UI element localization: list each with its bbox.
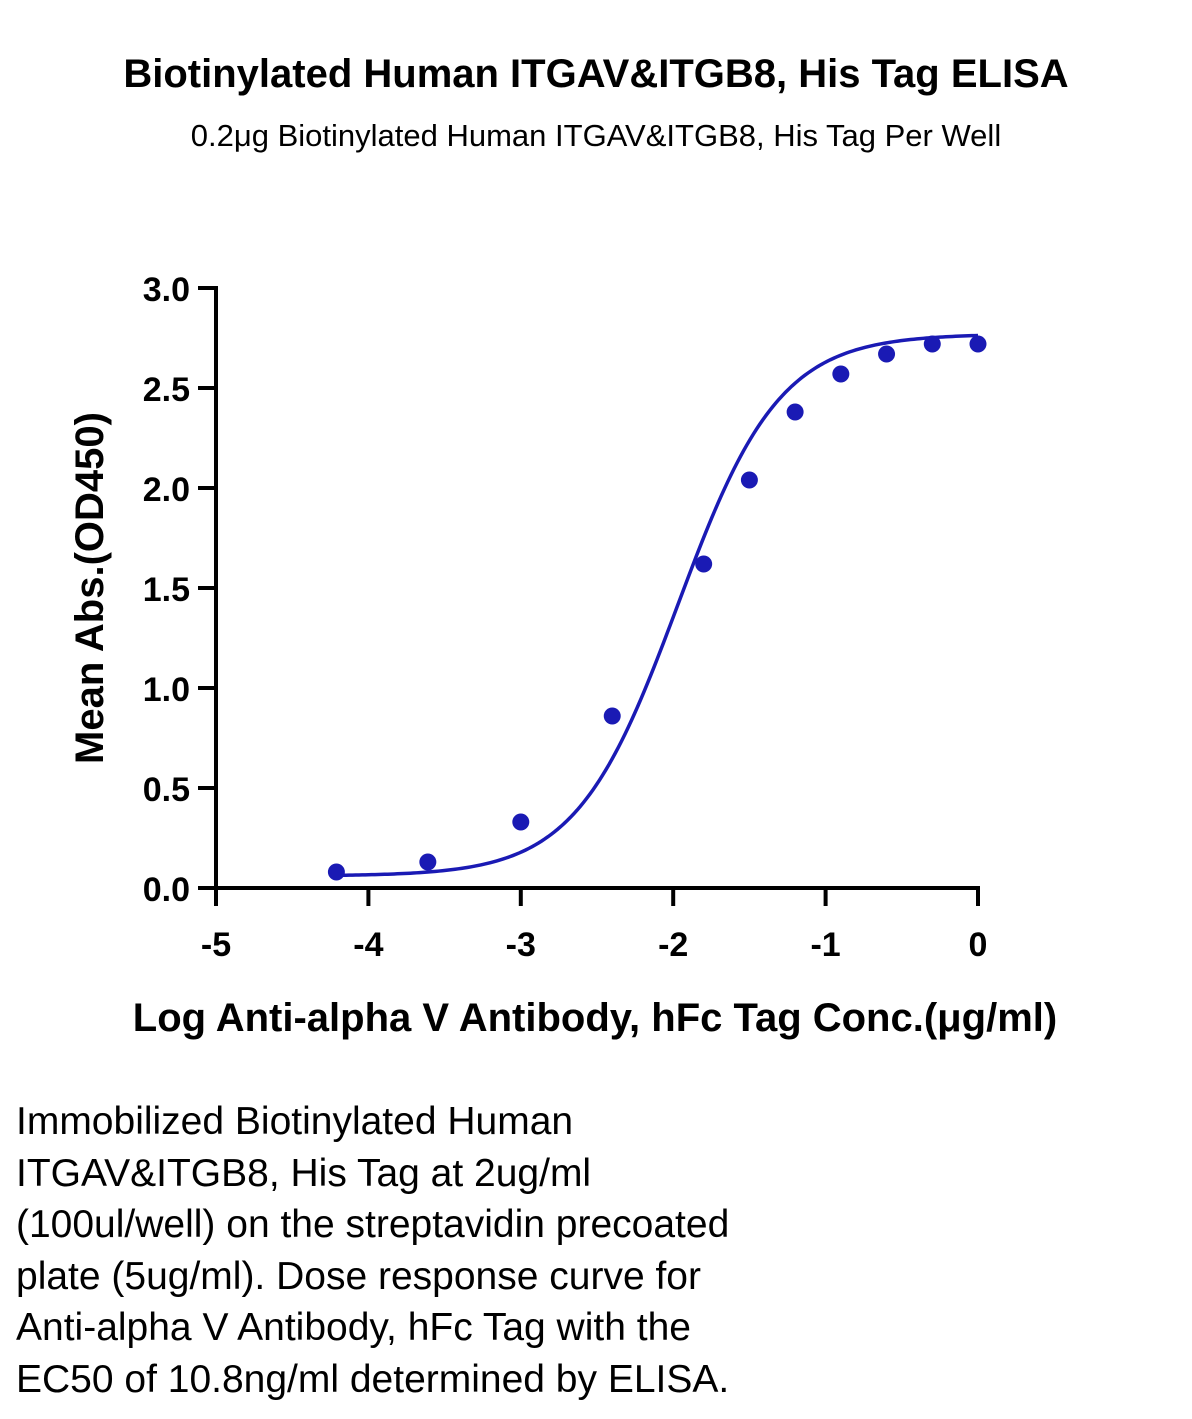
x-tick-label: -5	[201, 926, 231, 964]
x-tick-label: -3	[506, 926, 536, 964]
x-tick-label: 0	[969, 926, 988, 964]
y-tick-label: 2.5	[143, 371, 190, 409]
caption-line: plate (5ug/ml). Dose response curve for	[16, 1254, 701, 1298]
y-tick-label: 0.0	[143, 871, 190, 909]
x-tick-label: -1	[810, 926, 840, 964]
data-point	[740, 471, 758, 489]
caption-line: ITGAV&ITGB8, His Tag at 2ug/ml	[16, 1151, 592, 1195]
fit-curve	[336, 333, 979, 878]
elisa-chart: 0.0 0.5 1.0 1.5 2.0 2.5 3.0 -5 -4 -3 -2 -1 0 Mean Ab…	[68, 271, 1057, 1040]
data-point	[603, 707, 621, 725]
data-point	[969, 335, 987, 353]
x-axis-label: Log Anti-alpha V Antibody, hFc Tag Conc.…	[133, 996, 1057, 1040]
data-points	[327, 335, 987, 881]
y-tick-label: 1.0	[143, 671, 190, 709]
data-point	[695, 555, 713, 573]
data-point	[923, 335, 941, 353]
caption-line: Immobilized Biotinylated Human	[16, 1100, 574, 1143]
data-point	[832, 365, 850, 383]
caption-line: (100ul/well) on the streptavidin precoat…	[16, 1203, 730, 1246]
chart-title: Biotinylated Human ITGAV&ITGB8, His Tag …	[123, 52, 1069, 96]
y-tick-label: 2.0	[143, 471, 190, 509]
data-point	[512, 813, 530, 831]
data-point	[786, 403, 804, 421]
caption-line: Anti-alpha V Antibody, hFc Tag with the	[16, 1306, 691, 1349]
x-tick-label: -4	[353, 926, 383, 964]
y-tick-label: 1.5	[143, 571, 190, 609]
y-tick-label: 3.0	[143, 271, 190, 309]
chart-subtitle: 0.2μg Biotinylated Human ITGAV&ITGB8, Hi…	[190, 118, 1002, 153]
y-tick-label: 0.5	[143, 771, 190, 809]
x-tick-label: -2	[658, 926, 688, 964]
data-point	[878, 345, 896, 363]
caption-line: EC50 of 10.8ng/ml determined by ELISA.	[16, 1357, 730, 1401]
data-point	[327, 863, 345, 881]
chart-axes: 0.0 0.5 1.0 1.5 2.0 2.5 3.0 -5 -4 -3 -2 -1 0	[143, 271, 988, 964]
data-point	[419, 853, 437, 871]
y-axis-label: Mean Abs.(OD450)	[68, 412, 112, 764]
caption: Immobilized Biotinylated Human ITGAV&ITG…	[16, 1096, 1166, 1405]
